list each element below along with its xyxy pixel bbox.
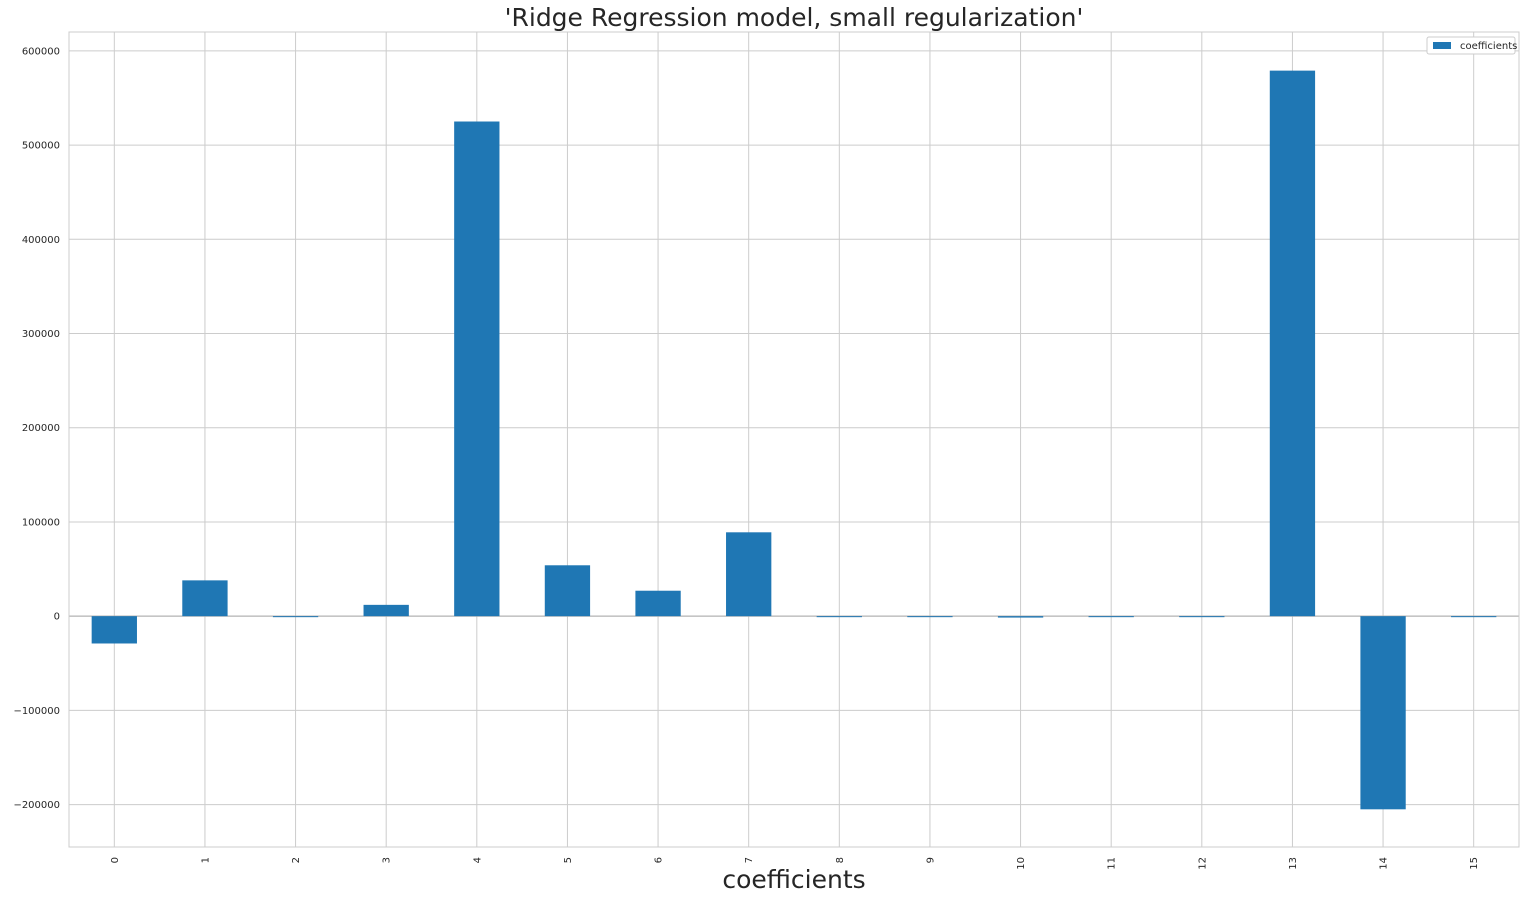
y-tick-label: 300000	[22, 329, 60, 340]
y-tick-label: 100000	[22, 517, 60, 528]
legend-box	[1426, 36, 1516, 55]
legend-swatch	[1433, 42, 1451, 49]
y-tick-label: 200000	[22, 423, 60, 434]
bar-6	[635, 590, 681, 617]
y-tick-label: 0	[54, 612, 60, 623]
bar-4	[454, 121, 500, 617]
chart-title: 'Ridge Regression model, small regulariz…	[505, 3, 1084, 32]
x-tick-label: 13	[1288, 857, 1299, 870]
bar-12	[1179, 616, 1225, 618]
bar-5	[544, 565, 591, 617]
x-tick-label: 4	[472, 857, 483, 863]
x-tick-label: 0	[110, 857, 121, 863]
x-tick-label: 1	[200, 857, 211, 863]
bar-10	[997, 616, 1044, 618]
x-tick-label: 5	[563, 857, 574, 863]
x-tick-label: 11	[1107, 857, 1118, 870]
x-tick-label: 2	[291, 857, 302, 863]
x-tick-labels: 0 1 2 3 4 5 6 7 8 9 10 11 12 13 14 15	[110, 857, 1480, 870]
x-tick-label: 7	[744, 857, 755, 863]
legend: coefficients	[1426, 36, 1517, 55]
bar-11	[1088, 616, 1134, 618]
legend-label: coefficients	[1460, 41, 1517, 52]
bar-15	[1451, 616, 1497, 618]
bar-9	[907, 616, 953, 618]
bar-2	[272, 616, 319, 618]
x-tick-label: 10	[1016, 857, 1027, 870]
bar-1	[182, 580, 228, 617]
bar-14	[1360, 616, 1406, 810]
x-tick-label: 9	[925, 857, 936, 863]
x-tick-label: 15	[1469, 857, 1480, 870]
bars	[91, 70, 1497, 810]
x-tick-label: 8	[835, 857, 846, 863]
x-tick-label: 3	[382, 857, 393, 863]
y-tick-label: 600000	[22, 46, 60, 57]
bar-0	[91, 616, 137, 644]
y-tick-label: −100000	[13, 706, 60, 717]
x-tick-label: 14	[1379, 857, 1390, 870]
y-tick-label: 500000	[22, 141, 60, 152]
bar-8	[816, 616, 862, 618]
x-tick-label: 12	[1197, 857, 1208, 870]
x-axis-label: coefficients	[722, 865, 865, 894]
y-tick-label: −200000	[13, 800, 60, 811]
y-tick-labels: −200000 −100000 0 100000 200000 300000 400000 5…	[13, 46, 60, 811]
x-tick-label: 6	[654, 857, 665, 863]
bar-7	[726, 532, 772, 617]
y-tick-label: 400000	[22, 235, 60, 246]
bar-3	[363, 604, 409, 617]
axes-frame	[68, 31, 1520, 848]
bar-13	[1269, 70, 1316, 617]
